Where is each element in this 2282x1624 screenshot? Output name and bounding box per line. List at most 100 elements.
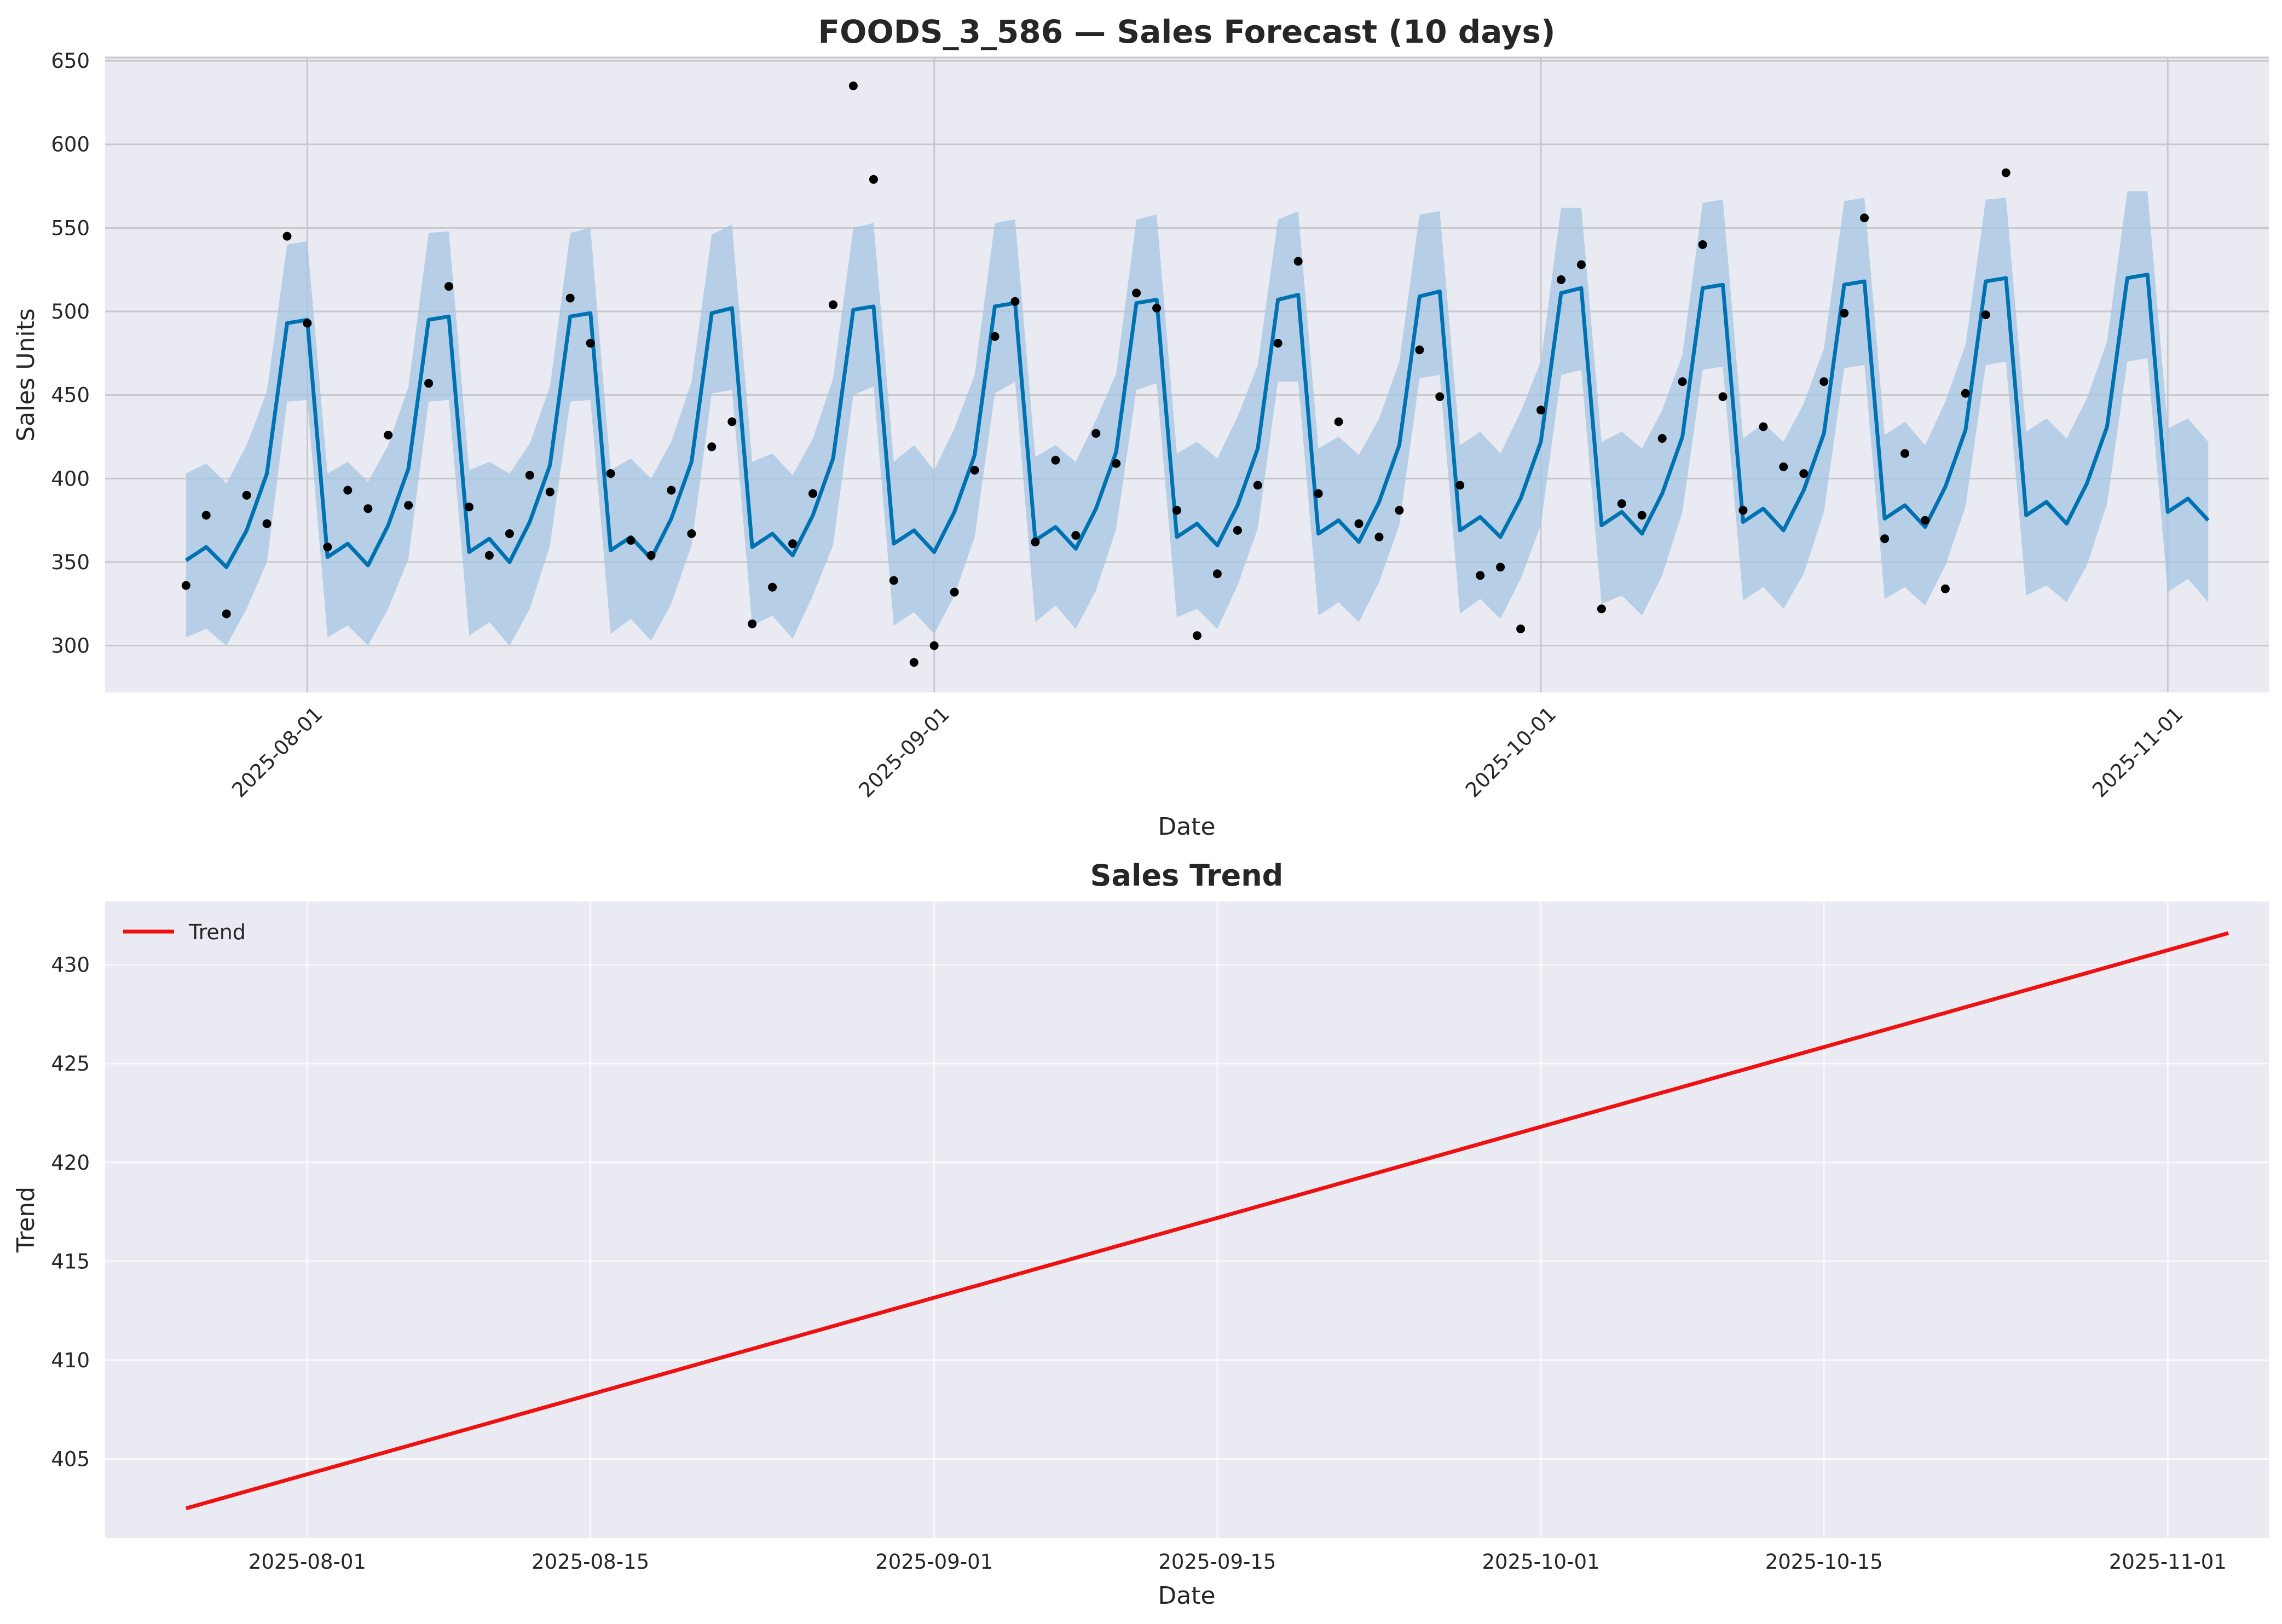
actual-point	[1455, 481, 1465, 490]
actual-point	[242, 490, 251, 500]
actual-point	[303, 319, 312, 328]
actual-point	[484, 551, 494, 560]
actual-point	[424, 379, 434, 388]
trend-y-axis-label: Trend	[12, 1187, 40, 1253]
actual-point	[1374, 533, 1384, 542]
actual-point	[1152, 303, 1162, 313]
actual-point	[1738, 506, 1748, 515]
actual-point	[1395, 506, 1404, 515]
forecast-ytick-label: 450	[51, 384, 90, 407]
actual-point	[222, 609, 231, 619]
trend-xtick-label: 2025-08-01	[249, 1550, 366, 1574]
actual-point	[1071, 531, 1081, 540]
actual-point	[343, 486, 353, 495]
forecast-series-line	[184, 273, 2210, 569]
actual-point	[1233, 525, 1242, 535]
trend-xtick-label: 2025-10-15	[1765, 1550, 1883, 1574]
actual-point	[1799, 469, 1809, 478]
actual-point	[323, 542, 332, 552]
trend-xtick-label: 2025-08-15	[531, 1550, 649, 1574]
actual-point	[201, 511, 211, 520]
actual-point	[1576, 260, 1586, 269]
trend-chart-title: Sales Trend	[1090, 858, 1284, 893]
actual-point	[1172, 506, 1181, 515]
actual-point	[1678, 377, 1687, 386]
trend-gridlines	[105, 901, 2269, 1538]
actual-point	[889, 576, 898, 585]
actual-point	[667, 486, 676, 495]
actual-point	[646, 551, 656, 560]
forecast-ytick-label: 500	[51, 300, 90, 323]
forecast-xtick-label: 2025-08-01	[227, 702, 327, 802]
actual-point	[1112, 459, 1121, 468]
actual-points	[181, 81, 2011, 667]
actual-point	[2001, 168, 2011, 177]
actual-point	[1273, 339, 1282, 348]
forecast-xtick-label: 2025-09-01	[854, 702, 954, 802]
trend-x-axis-label: Date	[1158, 1582, 1215, 1610]
actual-point	[565, 293, 575, 303]
trend-legend: Trend	[123, 920, 246, 944]
trend-panel: 405 410 415 420 425 430 2025-08-01 2025-08-15 2…	[12, 858, 2269, 1610]
trend-ytick-label: 415	[51, 1250, 90, 1273]
actual-point	[465, 502, 473, 512]
actual-point	[282, 232, 292, 241]
trend-legend-label: Trend	[188, 920, 246, 944]
actual-point	[909, 658, 918, 667]
actual-point	[384, 430, 393, 440]
actual-point	[181, 581, 190, 590]
actual-point	[1010, 297, 1020, 306]
trend-ytick-label: 410	[51, 1349, 90, 1372]
actual-point	[869, 175, 878, 184]
actual-point	[1860, 213, 1869, 223]
trend-xtick-label: 2025-09-15	[1158, 1550, 1276, 1574]
trend-ytick-label: 405	[51, 1448, 90, 1471]
forecast-ytick-label: 550	[51, 216, 90, 240]
actual-point	[1597, 604, 1606, 614]
actual-point	[1921, 516, 1929, 525]
forecast-ytick-label: 400	[51, 467, 90, 490]
actual-point	[1900, 449, 1909, 458]
actual-point	[1193, 631, 1201, 640]
forecast-ytick-label: 300	[51, 634, 90, 658]
actual-point	[626, 536, 636, 545]
actual-point	[1718, 392, 1728, 401]
actual-point	[606, 469, 615, 478]
trend-series-line	[185, 931, 2229, 1511]
forecast-ytick-label: 650	[51, 49, 90, 73]
forecast-xtick-label: 2025-11-01	[2088, 702, 2187, 802]
actual-point	[748, 619, 757, 628]
actual-point	[1819, 377, 1829, 386]
actual-point	[404, 501, 413, 510]
trend-xtick-label: 2025-10-01	[1482, 1550, 1600, 1574]
actual-point	[1354, 519, 1364, 528]
actual-point	[1516, 625, 1526, 633]
actual-point	[1657, 434, 1667, 443]
actual-point	[1779, 462, 1788, 471]
actual-point	[788, 539, 798, 548]
actual-point	[1637, 511, 1646, 520]
actual-point	[1334, 417, 1343, 426]
forecast-x-ticks: 2025-08-01 2025-09-01 2025-10-01 2025-11-01	[227, 702, 2187, 802]
forecast-xtick-label: 2025-10-01	[1461, 702, 1561, 802]
actual-point	[1051, 455, 1060, 465]
actual-point	[262, 519, 271, 528]
actual-point	[1212, 569, 1222, 579]
trend-ytick-label: 420	[51, 1151, 90, 1175]
actual-point	[707, 442, 717, 452]
trend-ytick-label: 430	[51, 953, 90, 977]
actual-point	[950, 587, 959, 597]
actual-point	[1961, 389, 1970, 398]
actual-point	[768, 582, 777, 592]
actual-point	[1698, 240, 1707, 249]
actual-point	[525, 471, 534, 480]
forecast-y-ticks: 300 350 400 450 500 550 600 650	[51, 49, 90, 657]
actual-point	[1940, 584, 1950, 593]
forecast-ytick-label: 600	[51, 133, 90, 157]
actual-point	[1981, 310, 1990, 320]
forecast-line	[184, 273, 2210, 569]
actual-point	[1435, 392, 1445, 401]
actual-point	[1536, 406, 1545, 415]
trend-ytick-label: 425	[51, 1052, 90, 1076]
